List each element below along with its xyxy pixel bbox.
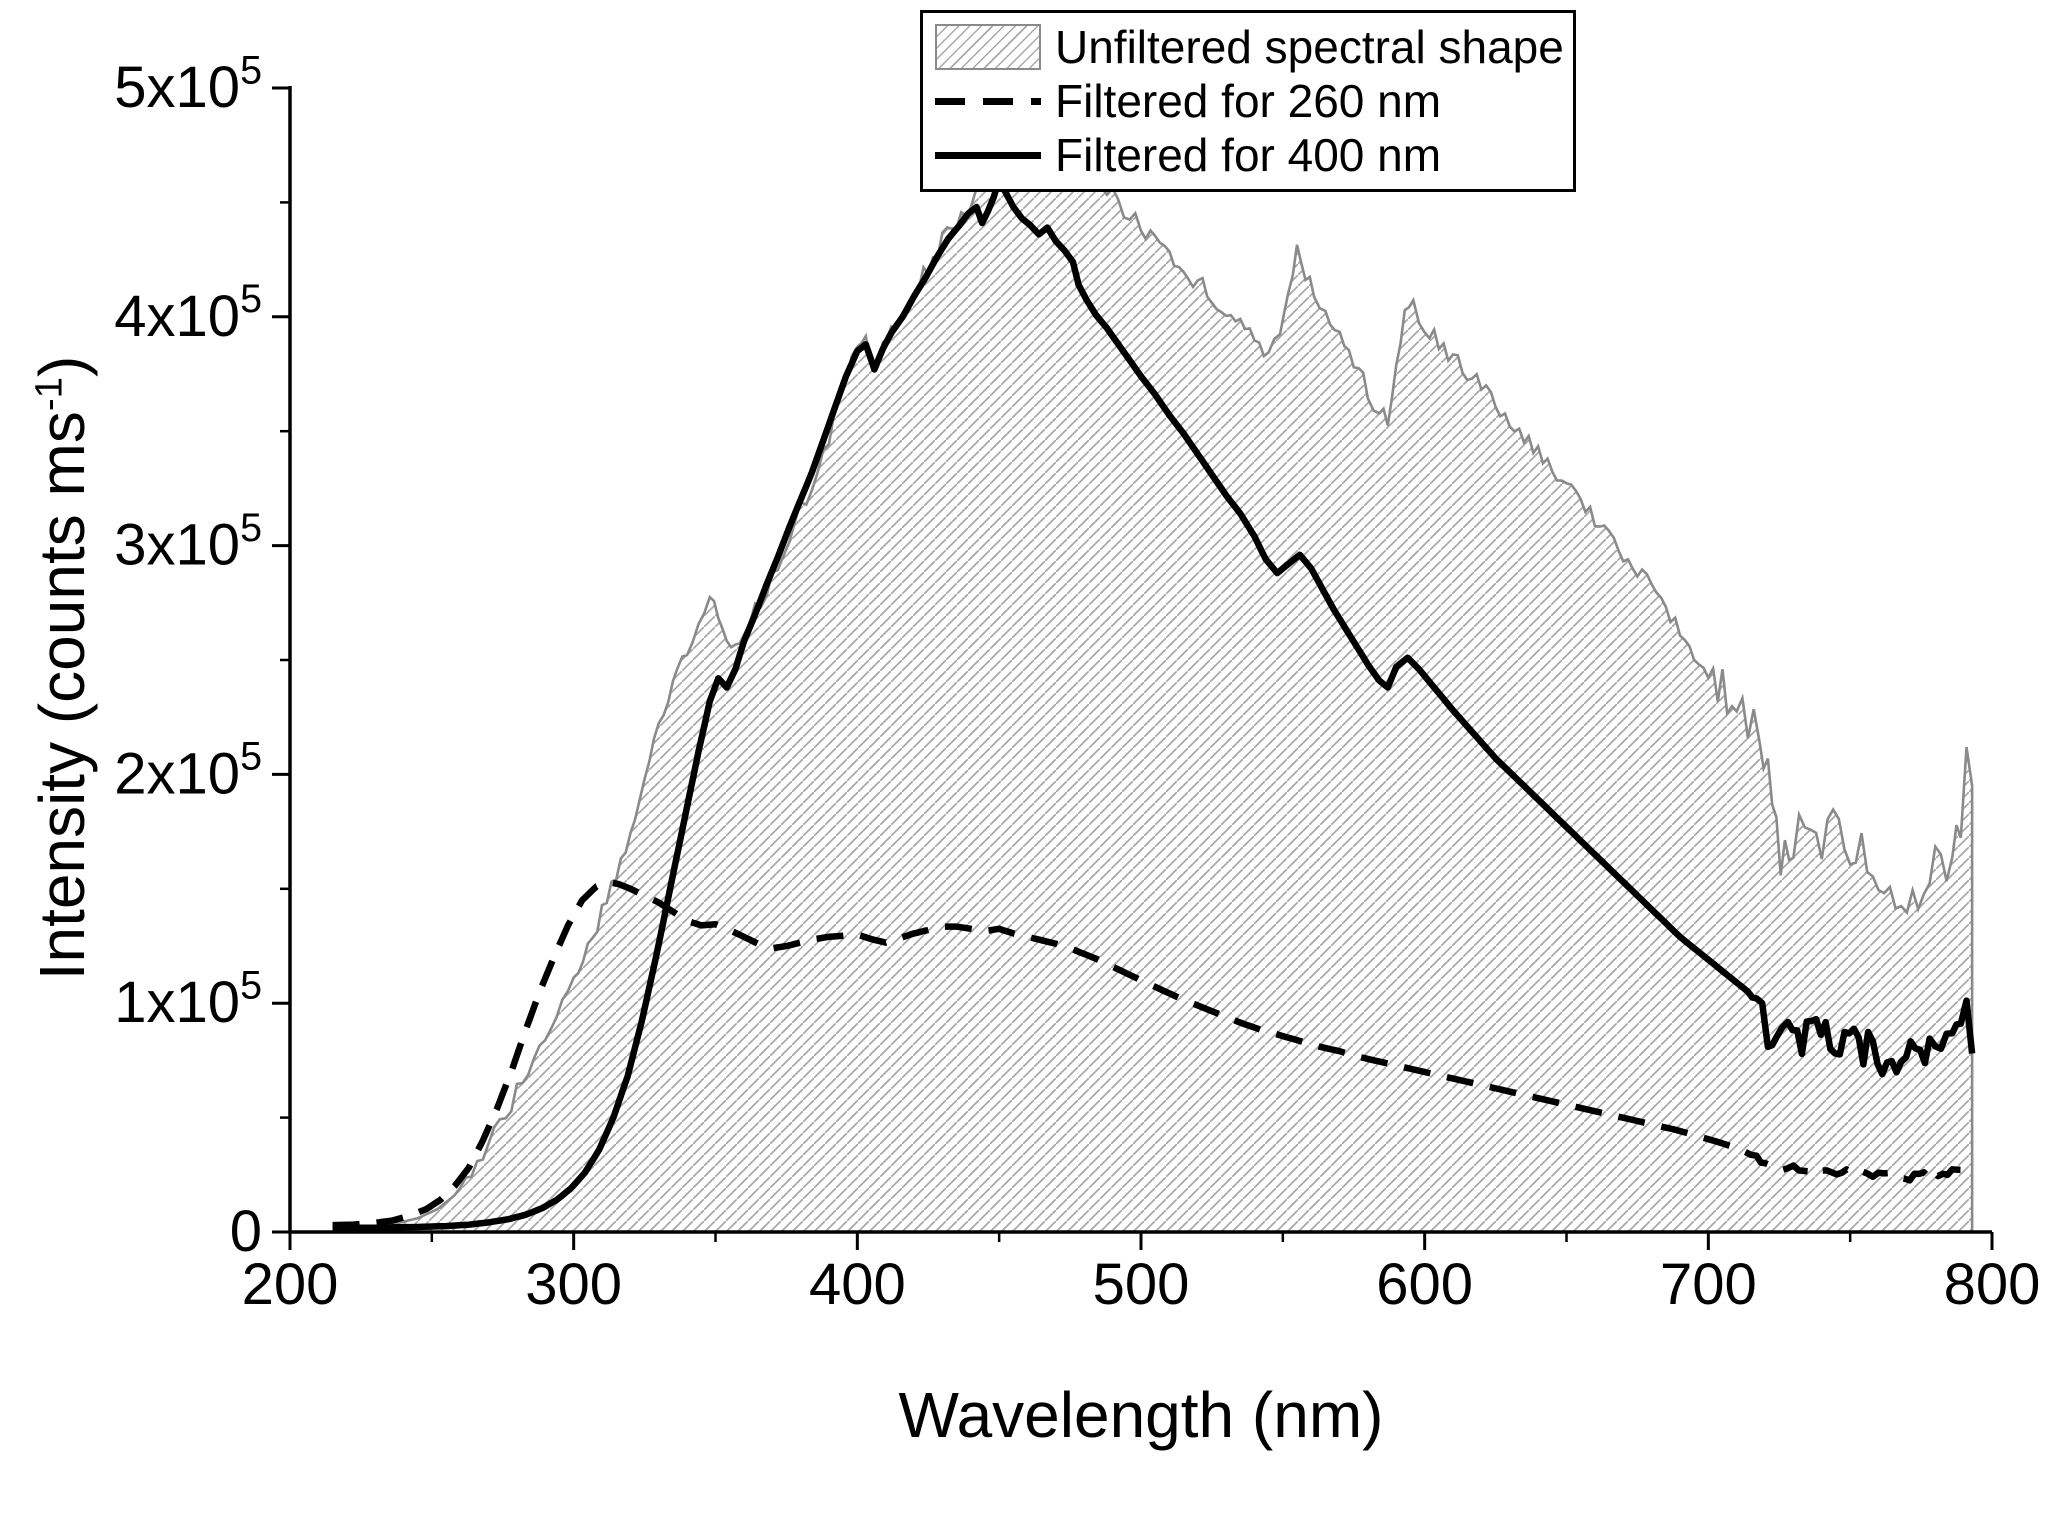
x-tick-label: 800 — [1944, 1252, 2041, 1317]
hatched-area-swatch-icon — [935, 24, 1047, 70]
y-tick-label: 0 — [230, 1199, 262, 1264]
y-tick-label: 3x105 — [114, 506, 262, 578]
legend-item-unfiltered: Unfiltered spectral shape — [935, 21, 1564, 73]
unfiltered-area-series — [332, 88, 1973, 1233]
y-axis-label-sup: -1 — [27, 377, 71, 412]
y-tick-label: 5x105 — [114, 48, 262, 120]
x-tick-label: 700 — [1660, 1252, 1757, 1317]
legend-item-filtered-260: Filtered for 260 nm — [935, 75, 1561, 127]
y-axis-label-main: Intensity (counts ms — [26, 411, 98, 981]
x-axis-label: Wavelength (nm) — [898, 1379, 1384, 1451]
legend-label-filtered-260: Filtered for 260 nm — [1055, 75, 1442, 127]
dashed-line-swatch-icon — [935, 97, 1047, 105]
x-tick-label: 500 — [1093, 1252, 1190, 1317]
legend-item-filtered-400: Filtered for 400 nm — [935, 129, 1561, 181]
filtered-260-line-series — [332, 878, 1975, 1229]
y-tick-label: 2x105 — [114, 735, 262, 807]
unfiltered-area-edge — [332, 83, 1974, 1232]
x-tick-label: 600 — [1376, 1252, 1473, 1317]
legend-label-filtered-400: Filtered for 400 nm — [1055, 129, 1442, 181]
x-tick-label: 400 — [809, 1252, 906, 1317]
filtered-400-line-series — [332, 176, 1976, 1232]
tick-marks — [272, 86, 1994, 1250]
x-tick-label: 200 — [242, 1252, 339, 1317]
legend-label-unfiltered: Unfiltered spectral shape — [1055, 21, 1564, 73]
legend: Unfiltered spectral shape Filtered for 2… — [920, 10, 1576, 192]
solid-line-swatch-icon — [935, 151, 1047, 159]
x-tick-label: 300 — [525, 1252, 622, 1317]
y-axis-label: Intensity (counts ms-1) — [25, 356, 99, 981]
tick-labels: 200 300 400 500 600 700 800 0 1x105 2x105 3x105 4x1… — [114, 48, 2040, 1317]
y-tick-label: 1x105 — [114, 964, 262, 1036]
y-axis-label-end: ) — [26, 355, 98, 378]
y-tick-label: 4x105 — [114, 277, 262, 349]
